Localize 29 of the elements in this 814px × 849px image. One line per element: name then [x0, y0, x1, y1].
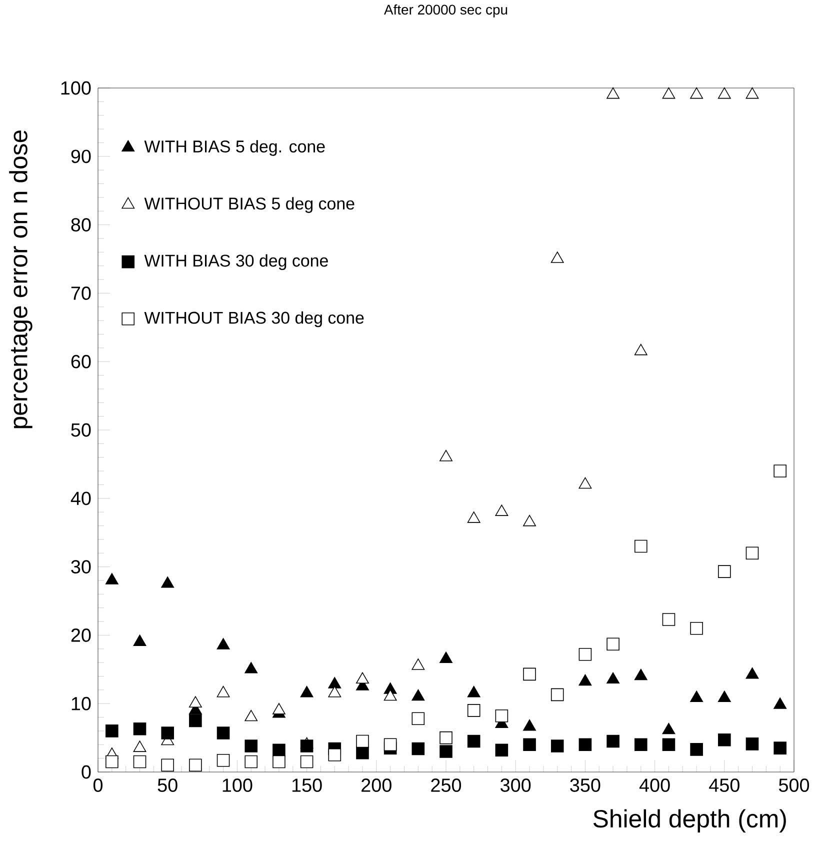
- y-tick-label: 60: [71, 354, 91, 368]
- legend-label: WITH BIAS 30 deg cone: [144, 254, 328, 270]
- x-tick-label: 100: [222, 778, 252, 792]
- y-tick-label: 10: [72, 696, 91, 710]
- y-tick-label: 50: [71, 423, 91, 437]
- legend-label: WITHOUT BIAS 30 deg cone: [144, 311, 364, 328]
- x-tick-label: 500: [778, 778, 810, 792]
- y-tick-label: 90: [71, 150, 91, 164]
- x-tick-label: 200: [362, 778, 392, 792]
- y-tick-label: 100: [61, 81, 91, 95]
- x-tick-label: 300: [500, 778, 531, 792]
- y-tick-label: 0: [82, 765, 91, 779]
- legend-label: WITHOUT BIAS 5 deg cone: [144, 197, 354, 213]
- y-tick-label: 80: [71, 218, 91, 232]
- x-tick-label: 250: [431, 778, 462, 792]
- x-tick-label: 0: [93, 778, 103, 792]
- x-tick-label: 450: [709, 778, 740, 792]
- x-tick-label: 150: [292, 778, 322, 792]
- y-tick-label: 30: [71, 560, 91, 574]
- y-tick-label: 70: [71, 286, 91, 300]
- y-axis-title: percentage error on n dose: [9, 130, 32, 428]
- x-tick-label: 400: [639, 778, 670, 792]
- y-tick-label: 40: [70, 492, 91, 506]
- chart-title: After 20000 sec cpu: [384, 4, 508, 18]
- legend-label: WITH BIAS 5 deg. cone: [144, 140, 325, 156]
- y-tick-label: 20: [71, 628, 91, 642]
- x-axis-title: Shield depth (cm): [593, 809, 786, 833]
- x-tick-label: 350: [570, 778, 600, 792]
- x-tick-label: 50: [158, 778, 178, 792]
